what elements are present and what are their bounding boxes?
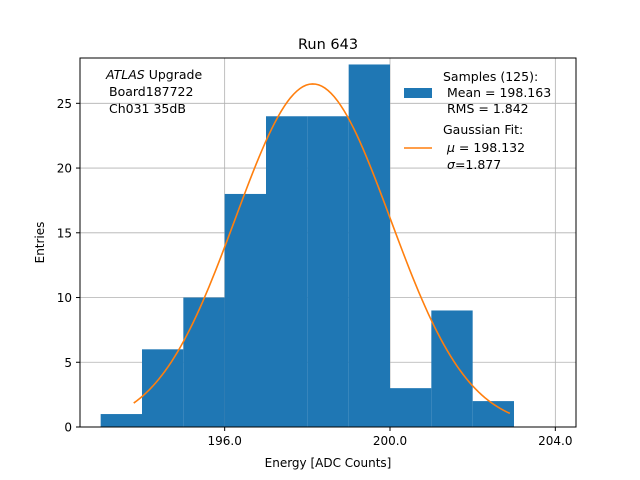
histogram-bar-3: [224, 193, 266, 427]
y-tick-label-0: 0: [64, 421, 72, 435]
histogram-bars: [100, 64, 514, 428]
y-tick-label-5: 25: [57, 97, 72, 111]
legend-samples-rms: RMS = 1.842: [447, 101, 529, 116]
gaussian-fit-curve: [133, 83, 511, 415]
y-tick-label-3: 15: [57, 226, 72, 240]
histogram-bar-9: [472, 401, 514, 427]
atlas-annotation: ATLAS Upgrade Board187722 Ch031 35dB: [105, 67, 202, 116]
histogram-bar-6: [348, 64, 390, 427]
y-axis-ticks: 0 5 10 15 20 25: [57, 97, 80, 435]
gaussian-fit-curve-group: [133, 83, 511, 415]
legend-fit-mu-value: = 198.132: [455, 140, 525, 155]
chart-title: Run 643: [298, 37, 358, 53]
histogram-bar-2: [183, 297, 225, 427]
legend-fit-mu: μ = 198.132: [446, 140, 525, 155]
legend-samples-swatch: [404, 88, 432, 98]
legend: Samples (125): Mean = 198.163 RMS = 1.84…: [404, 69, 551, 172]
y-tick-label-1: 5: [64, 356, 72, 370]
x-tick-label-0: 196.0: [207, 434, 241, 448]
annotation-board: Board187722: [109, 84, 193, 99]
annotation-upgrade: Upgrade: [145, 67, 203, 82]
histogram-bar-4: [266, 116, 308, 428]
annotation-line-1: ATLAS Upgrade: [105, 67, 202, 82]
legend-fit-title: Gaussian Fit:: [443, 122, 523, 137]
legend-samples-title: Samples (125):: [443, 69, 538, 84]
y-tick-label-4: 20: [57, 162, 72, 176]
x-axis-label: Energy [ADC Counts]: [265, 456, 392, 470]
y-axis-label: Entries: [33, 222, 47, 264]
histogram-bar-5: [307, 116, 349, 428]
x-axis-ticks: 196.0 200.0 204.0: [207, 427, 573, 448]
plot-frame: [79, 57, 577, 428]
histogram-bar-1: [142, 349, 184, 427]
histogram-bar-7: [390, 388, 432, 427]
legend-fit-mu-symbol: μ: [446, 140, 455, 155]
legend-fit-sigma-value: =1.877: [455, 157, 501, 172]
y-tick-label-2: 10: [57, 291, 72, 305]
histogram-bar-8: [431, 310, 473, 427]
legend-fit-sigma-symbol: σ: [447, 157, 456, 172]
legend-fit-sigma: σ=1.877: [447, 157, 501, 172]
annotation-channel: Ch031 35dB: [109, 101, 186, 116]
annotation-experiment: ATLAS: [105, 67, 145, 82]
x-tick-label-2: 204.0: [538, 434, 572, 448]
histogram-bar-0: [100, 414, 142, 427]
x-tick-label-1: 200.0: [373, 434, 407, 448]
legend-samples-mean: Mean = 198.163: [447, 85, 551, 100]
